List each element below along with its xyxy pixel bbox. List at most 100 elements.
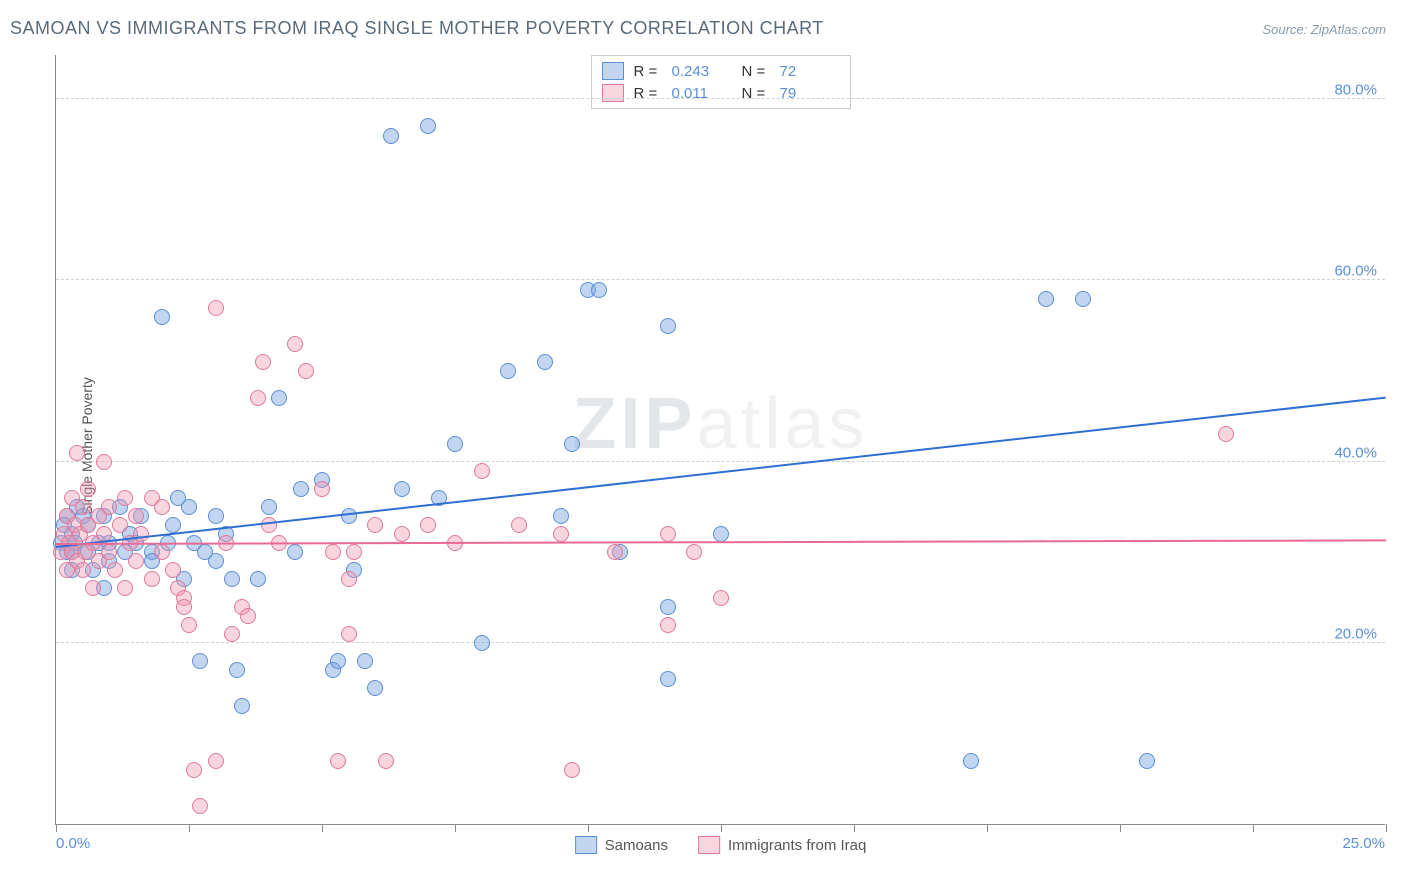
scatter-point [181,617,197,633]
scatter-point [117,490,133,506]
x-tick-min: 0.0% [56,835,90,852]
scatter-point [186,762,202,778]
legend-swatch-samoans [602,62,624,80]
chart-container: SAMOAN VS IMMIGRANTS FROM IRAQ SINGLE MO… [0,0,1406,892]
scatter-point [144,571,160,587]
scatter-point [298,363,314,379]
scatter-point [591,282,607,298]
chart-title: SAMOAN VS IMMIGRANTS FROM IRAQ SINGLE MO… [10,18,824,39]
legend-row-samoans: R = 0.243 N = 72 [602,60,840,82]
trend-line [56,539,1386,545]
scatter-point [607,544,623,560]
scatter-point [367,517,383,533]
scatter-point [553,526,569,542]
scatter-point [75,562,91,578]
scatter-point [128,508,144,524]
gridline [56,279,1385,280]
scatter-point [357,653,373,669]
scatter-point [208,753,224,769]
scatter-point [474,635,490,651]
scatter-point [447,436,463,452]
scatter-point [107,562,123,578]
scatter-point [511,517,527,533]
gridline [56,461,1385,462]
watermark-atlas: atlas [696,384,868,464]
scatter-point [240,608,256,624]
scatter-point [341,626,357,642]
scatter-point [117,580,133,596]
scatter-point [154,499,170,515]
watermark: ZIPatlas [572,383,868,465]
r-label: R = [634,63,662,80]
legend-swatch-icon [698,836,720,854]
scatter-point [165,562,181,578]
scatter-point [394,481,410,497]
scatter-point [367,680,383,696]
scatter-point [293,481,309,497]
scatter-point [234,698,250,714]
scatter-point [341,508,357,524]
scatter-point [564,762,580,778]
plot-area: ZIPatlas R = 0.243 N = 72 R = 0.011 N = … [55,55,1385,825]
scatter-point [660,671,676,687]
scatter-point [85,580,101,596]
scatter-point [660,617,676,633]
scatter-point [1139,753,1155,769]
scatter-point [80,481,96,497]
x-tick-mark [56,824,57,832]
trend-line [56,396,1386,547]
x-tick-mark [455,824,456,832]
scatter-point [660,318,676,334]
legend-item-iraq: Immigrants from Iraq [698,836,866,854]
series-legend: Samoans Immigrants from Iraq [575,836,867,854]
gridline [56,98,1385,99]
scatter-point [112,517,128,533]
legend-item-samoans: Samoans [575,836,668,854]
scatter-point [660,599,676,615]
scatter-point [154,309,170,325]
x-tick-mark [588,824,589,832]
correlation-legend: R = 0.243 N = 72 R = 0.011 N = 79 [591,55,851,109]
scatter-point [287,336,303,352]
scatter-point [128,553,144,569]
scatter-point [224,571,240,587]
legend-label: Samoans [605,837,668,854]
scatter-point [96,454,112,470]
y-tick-label: 40.0% [1334,444,1377,461]
scatter-point [181,499,197,515]
scatter-point [224,626,240,642]
x-tick-mark [1120,824,1121,832]
scatter-point [564,436,580,452]
scatter-point [420,517,436,533]
scatter-point [474,463,490,479]
x-tick-mark [189,824,190,832]
scatter-point [314,481,330,497]
x-tick-mark [1253,824,1254,832]
scatter-point [261,517,277,533]
scatter-point [250,390,266,406]
scatter-point [660,526,676,542]
scatter-point [330,653,346,669]
n-value-samoans: 72 [780,63,840,80]
x-tick-mark [854,824,855,832]
scatter-point [420,118,436,134]
scatter-point [325,544,341,560]
legend-row-iraq: R = 0.011 N = 79 [602,82,840,104]
scatter-point [208,553,224,569]
scatter-point [208,508,224,524]
scatter-point [101,544,117,560]
scatter-point [537,354,553,370]
y-tick-label: 20.0% [1334,625,1377,642]
scatter-point [1075,291,1091,307]
scatter-point [341,571,357,587]
scatter-point [271,390,287,406]
r-value-samoans: 0.243 [672,63,732,80]
scatter-point [1038,291,1054,307]
y-tick-label: 80.0% [1334,82,1377,99]
scatter-point [192,798,208,814]
scatter-point [133,526,149,542]
scatter-point [713,526,729,542]
scatter-point [378,753,394,769]
n-label: N = [742,63,770,80]
scatter-point [963,753,979,769]
